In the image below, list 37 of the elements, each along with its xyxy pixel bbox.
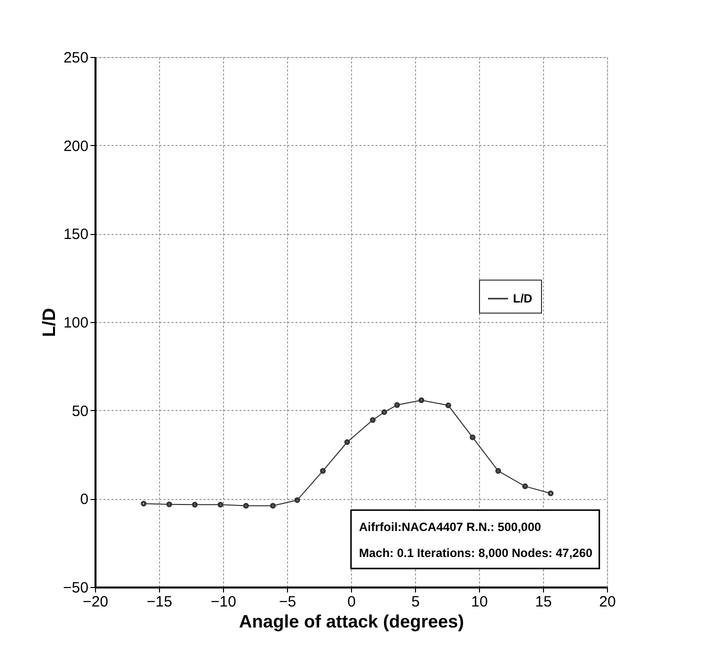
x-tick-label: −20	[82, 594, 108, 610]
x-tick-label: 15	[535, 594, 552, 610]
y-axis-title: L/D	[39, 308, 60, 337]
point	[370, 417, 376, 423]
y-tick-label: 250	[63, 50, 88, 66]
x-tick-label: −15	[146, 594, 172, 610]
point	[445, 402, 452, 408]
point	[192, 502, 198, 508]
x-axis-title: Anagle of attack (degrees)	[238, 612, 464, 632]
point	[320, 468, 326, 474]
x-tick-label: −10	[210, 594, 236, 610]
annotation: Mach: 0.1 Iterations: 8,000 Nodes: 47,260	[359, 546, 593, 560]
point	[166, 501, 172, 508]
point	[218, 502, 224, 508]
point	[243, 502, 249, 509]
y-tick-label: 100	[63, 314, 88, 332]
point	[394, 402, 400, 408]
point	[344, 439, 350, 445]
y-tick-label: 150	[63, 226, 88, 244]
point	[418, 397, 424, 404]
x-tick-label: 20	[599, 594, 616, 610]
y-tick-label: −50	[63, 580, 88, 596]
point	[495, 468, 502, 474]
y-tick-label: 200	[63, 138, 88, 155]
x-tick-label: 0	[347, 594, 356, 610]
point	[470, 434, 476, 440]
point	[270, 502, 276, 509]
point	[381, 409, 388, 415]
legend-label: L/D	[513, 292, 533, 306]
y-tick-label: 0	[80, 491, 88, 508]
x-tick-label: 10	[471, 594, 488, 610]
point	[522, 483, 528, 490]
point	[294, 497, 300, 503]
x-tick-label: −5	[278, 594, 296, 610]
annotation: Aifrfoil:NACA4407 R.N.: 500,000	[359, 520, 542, 534]
y-tick-label: 50	[72, 402, 88, 420]
x-tick-label: 5	[411, 594, 420, 610]
